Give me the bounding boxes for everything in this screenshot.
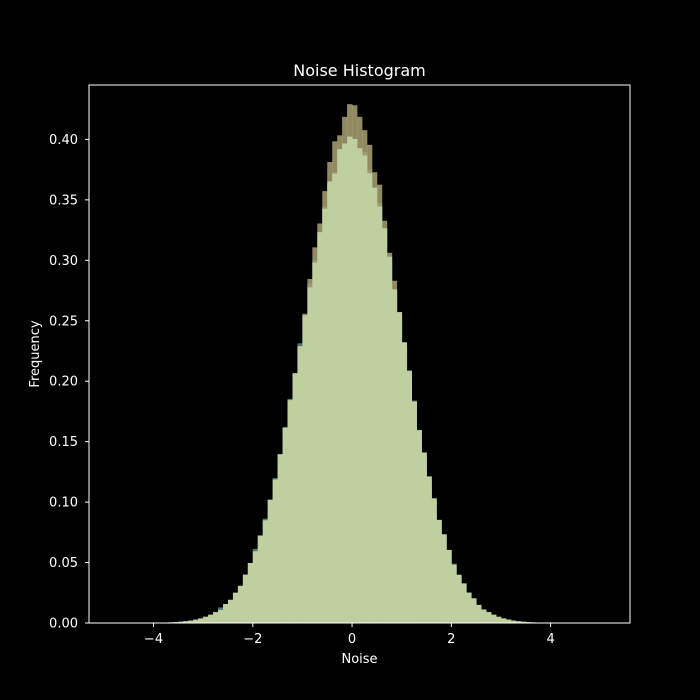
histogram-bar <box>451 564 457 623</box>
y-tick-label: 0.40 <box>49 133 78 148</box>
histogram-bar <box>520 621 527 623</box>
histogram-series-3 <box>158 136 547 623</box>
histogram-bar <box>515 621 522 623</box>
histogram-bar <box>366 173 373 623</box>
histogram-bar <box>203 616 209 623</box>
histogram-bar <box>466 592 472 623</box>
histogram-bar <box>371 187 378 623</box>
histogram-bar <box>242 574 249 623</box>
histogram-bar <box>481 609 487 623</box>
histogram-bar <box>421 452 427 623</box>
histogram-bar <box>471 598 477 623</box>
histogram-bar <box>218 609 224 623</box>
axes-frame <box>88 84 631 624</box>
histogram-bar <box>416 430 422 623</box>
ticks-layer: −4 −2 0 2 4 0.00 0.05 0.10 0.15 0.20 0.25 0.30 0.35 0… <box>49 133 555 647</box>
histogram-bar <box>282 427 288 623</box>
histogram-bar <box>376 206 383 623</box>
histogram-bar <box>178 621 184 623</box>
histogram-bar <box>347 136 353 623</box>
histogram-bar <box>198 618 204 623</box>
x-tick-label: −2 <box>243 632 262 647</box>
histogram-bar <box>183 621 189 623</box>
histogram-bar <box>257 535 264 623</box>
x-axis-label: Noise <box>341 652 377 667</box>
histogram-bar <box>381 228 388 623</box>
histogram-bar <box>431 498 437 623</box>
histogram-bar <box>292 373 298 623</box>
histogram-bar <box>461 583 467 623</box>
histogram-bar <box>247 562 254 623</box>
histogram-bar <box>223 604 229 623</box>
histogram-bar <box>476 604 482 623</box>
histogram-bar <box>396 312 403 623</box>
histogram-bar <box>213 612 219 623</box>
histogram-bar <box>237 585 244 623</box>
histogram-bar <box>411 401 417 623</box>
histogram-bar <box>312 262 318 623</box>
y-tick-label: 0.30 <box>49 254 78 269</box>
histogram-bar <box>491 614 497 623</box>
histogram-bar <box>436 519 442 623</box>
histogram-bar <box>252 551 259 623</box>
histogram-bar <box>188 620 194 623</box>
histogram-bar <box>332 173 338 623</box>
histogram-bar <box>406 370 413 623</box>
y-tick-label: 0.05 <box>49 556 78 571</box>
chart-title: Noise Histogram <box>293 61 425 80</box>
histogram-bar <box>232 592 239 623</box>
histogram-bar <box>322 208 328 623</box>
histogram-bar <box>272 479 278 623</box>
y-tick-label: 0.25 <box>49 314 78 329</box>
histogram-bar <box>342 143 348 623</box>
y-tick-label: 0.15 <box>49 435 78 450</box>
histogram-bar <box>193 619 199 623</box>
histogram-bar <box>456 574 462 623</box>
histogram-bar <box>401 342 408 623</box>
y-tick-label: 0.35 <box>49 193 78 208</box>
histogram-bar <box>441 534 447 623</box>
histogram-bar <box>302 315 308 623</box>
histogram-bar <box>391 289 398 623</box>
histogram-bar <box>227 599 234 623</box>
histogram-bar <box>386 256 393 623</box>
histogram-bar <box>297 346 303 623</box>
x-tick-label: 0 <box>348 632 356 647</box>
histogram-bar <box>495 616 502 623</box>
histogram-bar <box>357 148 363 623</box>
histogram-bar <box>352 138 358 623</box>
histogram-bar <box>446 549 452 623</box>
histogram-bar <box>510 620 517 623</box>
y-axis-label: Frequency <box>28 320 43 387</box>
histogram-bar <box>505 619 512 623</box>
histogram-bar <box>277 454 283 623</box>
histogram-bar <box>267 499 274 623</box>
y-tick-label: 0.20 <box>49 375 78 390</box>
histogram-bar <box>262 520 269 623</box>
histogram-bar <box>486 612 492 623</box>
histogram-bar <box>426 476 432 623</box>
x-tick-label: 4 <box>546 632 554 647</box>
histogram-bar <box>307 287 313 623</box>
histogram-bar <box>361 155 368 623</box>
x-tick-label: −4 <box>144 632 163 647</box>
y-tick-label: 0.10 <box>49 496 78 511</box>
bars-layer <box>158 104 547 624</box>
y-tick-label: 0.00 <box>49 617 78 632</box>
histogram-bar <box>500 618 507 623</box>
histogram-bar <box>327 181 333 623</box>
histogram-bar <box>337 149 343 623</box>
x-tick-label: 2 <box>447 632 455 647</box>
histogram-bar <box>287 400 293 623</box>
histogram-bar <box>208 614 214 623</box>
histogram-bar <box>317 232 323 623</box>
